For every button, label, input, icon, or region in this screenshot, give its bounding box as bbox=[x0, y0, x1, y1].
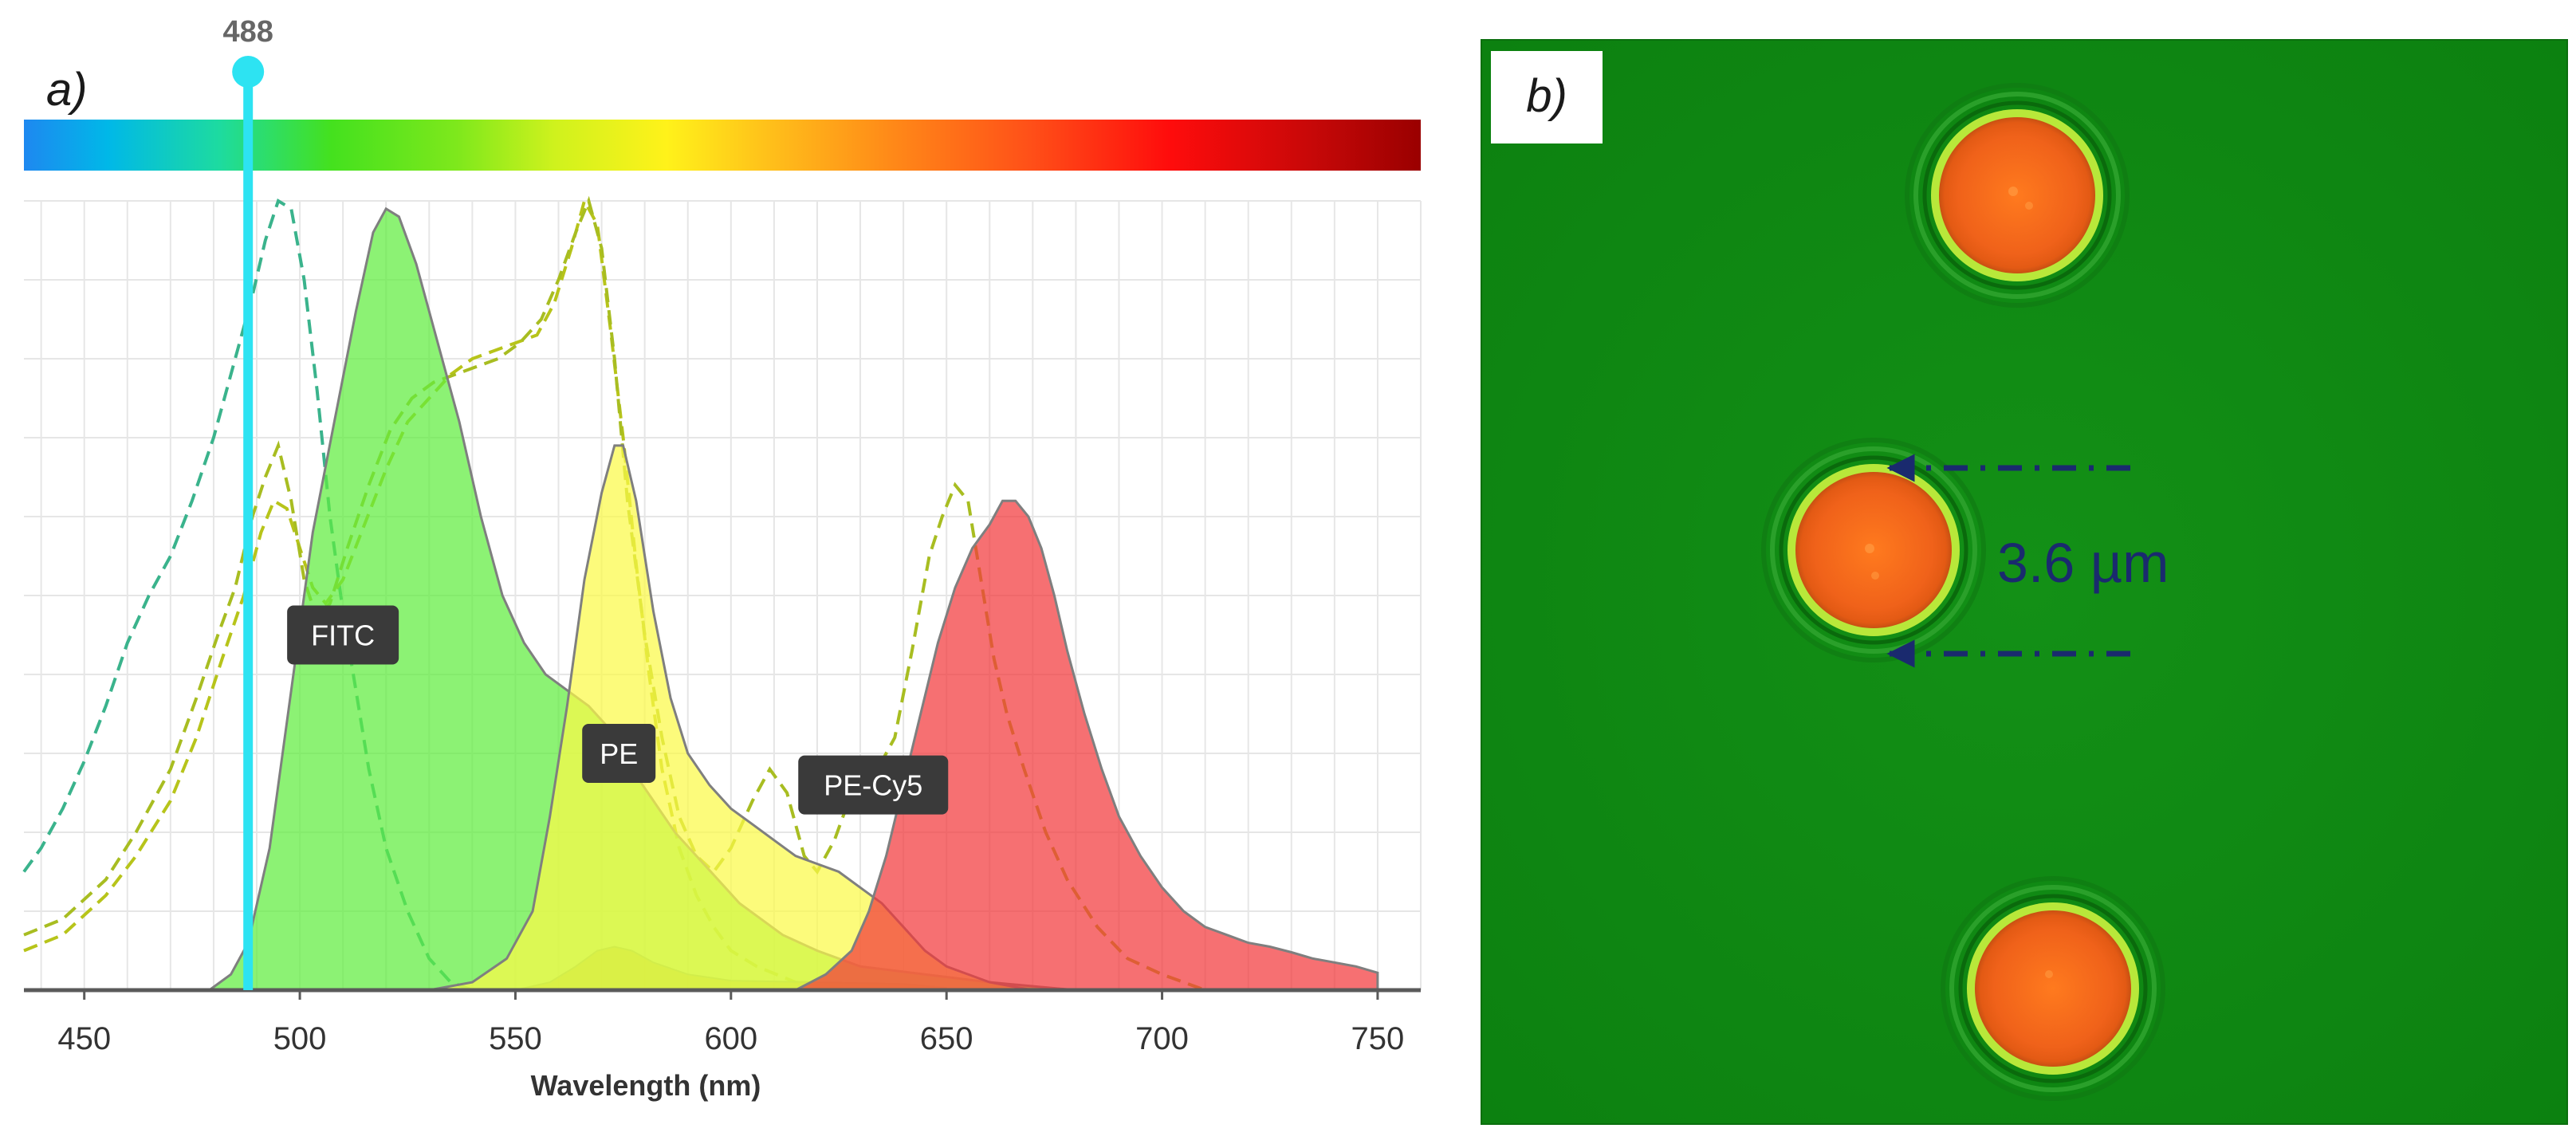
x-tick-label: 500 bbox=[273, 1021, 327, 1056]
micrograph-panel: b) bbox=[1481, 39, 2568, 1125]
x-tick-label: 600 bbox=[704, 1021, 757, 1056]
x-tick-label: 700 bbox=[1135, 1021, 1189, 1056]
bead-top bbox=[1905, 83, 2130, 308]
micrograph-frame bbox=[1481, 39, 2568, 1125]
series-label-text: PE bbox=[600, 737, 638, 770]
panel-a-label: a) bbox=[46, 64, 88, 116]
spectra-panel: a) 450 500 550 600 650 700 750 Wavelength (nm)… bbox=[22, 15, 1422, 1102]
x-tick-labels: 450 500 550 600 650 700 750 bbox=[57, 990, 1404, 1056]
wavelength-color-bar bbox=[24, 120, 1421, 171]
scale-indicator: 3.6 µm bbox=[1886, 454, 2169, 668]
series-label-text: PE-Cy5 bbox=[824, 769, 922, 802]
panel-b-label-box bbox=[1491, 51, 1603, 143]
x-tick-label: 750 bbox=[1351, 1021, 1405, 1056]
series-label-pe-cy5: PE-Cy5 bbox=[798, 755, 949, 815]
bead-bottom bbox=[1941, 876, 2165, 1101]
x-tick-label: 550 bbox=[489, 1021, 542, 1056]
x-axis-title: Wavelength (nm) bbox=[531, 1069, 761, 1102]
emission-curves bbox=[205, 206, 1379, 992]
x-tick-label: 450 bbox=[57, 1021, 111, 1056]
laser-marker bbox=[232, 56, 265, 88]
series-label-box bbox=[798, 755, 949, 815]
series-label-text: FITC bbox=[311, 619, 375, 652]
series-label-fitc: FITC bbox=[287, 605, 399, 665]
panel-b-label: b) bbox=[1526, 70, 1567, 122]
series-label-box bbox=[582, 724, 656, 783]
laser-label: 488 bbox=[222, 15, 273, 49]
emission-area-pe-cy5 bbox=[795, 499, 1379, 992]
series-label-pe: PE bbox=[582, 724, 656, 783]
bead-middle bbox=[1761, 438, 1986, 662]
laser-line-488: 488 bbox=[222, 15, 273, 990]
x-tick-label: 650 bbox=[920, 1021, 973, 1056]
scale-label: 3.6 µm bbox=[1997, 532, 2169, 594]
series-labels: FITC PE PE-Cy5 bbox=[287, 605, 949, 815]
series-label-box bbox=[287, 605, 399, 665]
